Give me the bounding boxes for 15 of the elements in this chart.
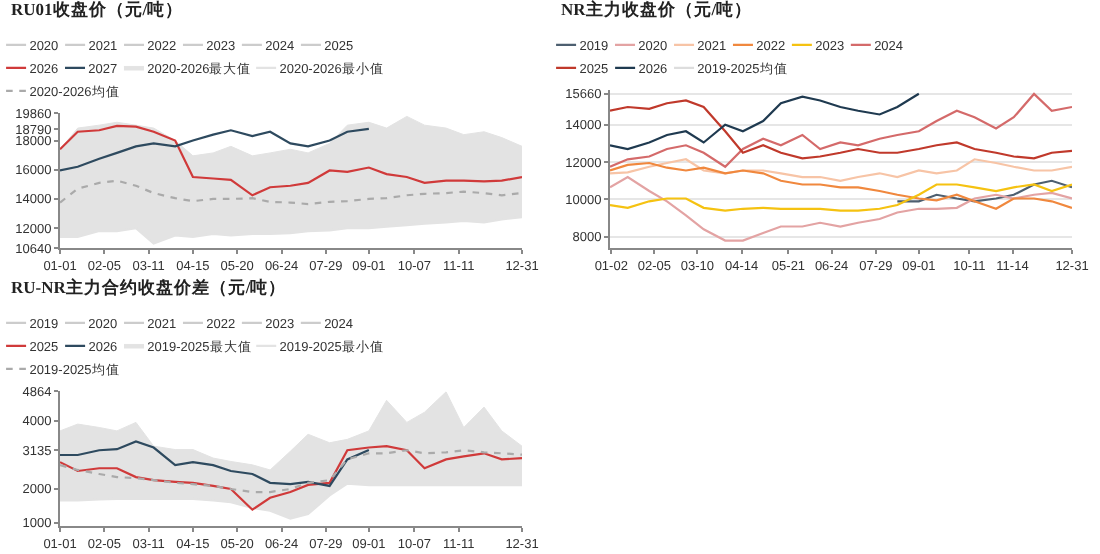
chart-title: RU01收盘价（元/吨） (11, 0, 184, 19)
line-series (896, 179, 1072, 203)
line-series (60, 124, 522, 197)
line-series (610, 158, 1072, 182)
line-series (60, 449, 522, 494)
line-series (60, 127, 370, 172)
line-series (610, 92, 920, 151)
line-series (610, 183, 1072, 212)
line-series (610, 175, 1072, 242)
line-series (60, 440, 370, 488)
line-series (60, 179, 522, 206)
chart-title: NR主力收盘价（元/吨） (561, 0, 753, 19)
chart-title: RU-NR主力合约收盘价差（元/吨） (11, 276, 287, 297)
line-series (610, 161, 1072, 210)
line-series (60, 445, 522, 511)
